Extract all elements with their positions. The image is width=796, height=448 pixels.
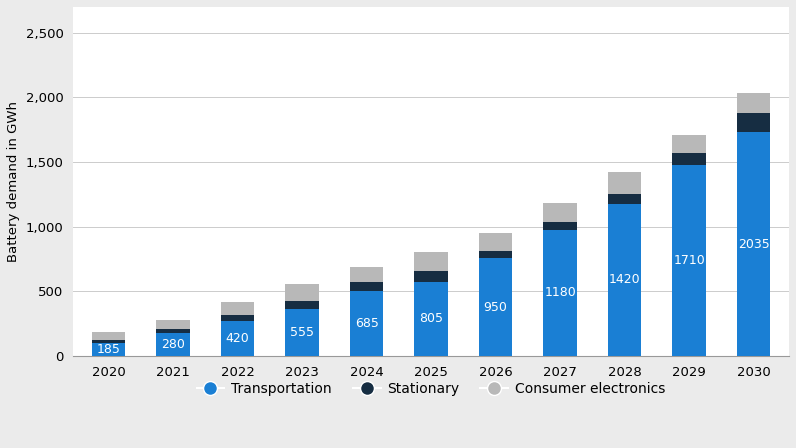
Bar xyxy=(285,301,319,309)
Text: 950: 950 xyxy=(484,301,508,314)
Bar xyxy=(673,135,706,153)
Bar xyxy=(414,271,448,282)
Bar xyxy=(285,309,319,356)
Bar xyxy=(544,222,577,230)
Bar xyxy=(737,132,771,356)
Bar xyxy=(349,282,384,291)
Bar xyxy=(479,251,513,258)
Text: 420: 420 xyxy=(226,332,249,345)
Bar xyxy=(479,258,513,356)
Text: 1420: 1420 xyxy=(609,273,641,287)
Legend: Transportation, Stationary, Consumer electronics: Transportation, Stationary, Consumer ele… xyxy=(191,376,671,401)
Bar xyxy=(673,165,706,356)
Bar xyxy=(220,315,255,321)
Bar xyxy=(156,329,189,333)
Text: 555: 555 xyxy=(290,326,314,339)
Bar xyxy=(673,153,706,165)
Bar xyxy=(349,267,384,282)
Bar xyxy=(608,194,642,204)
Bar xyxy=(479,233,513,251)
Text: 685: 685 xyxy=(355,317,379,330)
Text: 805: 805 xyxy=(419,312,443,325)
Text: 1710: 1710 xyxy=(673,254,705,267)
Bar xyxy=(544,203,577,222)
Text: 2035: 2035 xyxy=(738,237,770,250)
Bar xyxy=(349,291,384,356)
Bar xyxy=(414,282,448,356)
Y-axis label: Battery demand in GWh: Battery demand in GWh xyxy=(7,101,20,262)
Text: 185: 185 xyxy=(96,343,120,356)
Bar xyxy=(544,230,577,356)
Bar xyxy=(220,321,255,356)
Text: 280: 280 xyxy=(161,338,185,351)
Bar xyxy=(92,340,125,343)
Bar xyxy=(737,93,771,113)
Bar xyxy=(156,320,189,329)
Bar xyxy=(608,172,642,194)
Bar xyxy=(220,302,255,315)
Bar xyxy=(156,333,189,356)
Bar xyxy=(737,113,771,132)
Bar xyxy=(414,252,448,271)
Bar xyxy=(285,284,319,301)
Bar xyxy=(92,332,125,340)
Bar xyxy=(608,204,642,356)
Text: 1180: 1180 xyxy=(544,286,576,299)
Bar xyxy=(92,343,125,356)
